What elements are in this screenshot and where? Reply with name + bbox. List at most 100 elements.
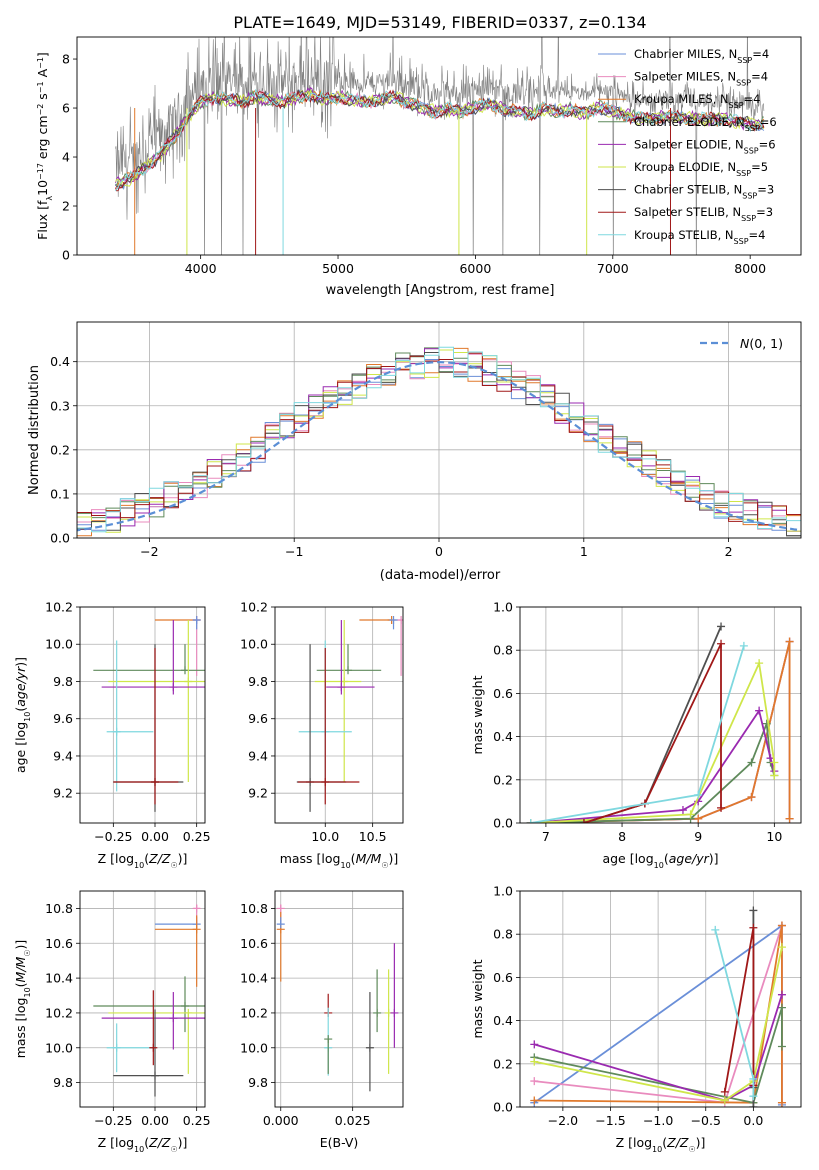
data-point: [112, 727, 121, 736]
data-point: [526, 819, 535, 823]
y-tick-label: 10.6: [240, 936, 268, 951]
gaussian-curve: [77, 360, 801, 532]
axes-frame: [79, 606, 206, 824]
axes-frame: [79, 890, 206, 1108]
y-tick-label: 0.6: [493, 686, 513, 701]
y-tick-label: 9.4: [53, 748, 73, 763]
data-point: [397, 616, 403, 625]
data-point: [530, 1057, 539, 1066]
x-tick-label: 7: [542, 829, 550, 844]
y-axis-label: age [log10(age/yr)]: [13, 657, 32, 773]
plot-area: [276, 904, 399, 1092]
y-axis-label: mass weight: [470, 675, 485, 754]
legend-entry: Kroupa ELODIE, NSSP=5: [634, 160, 768, 178]
series-line: [530, 641, 791, 823]
model-spectrum: [115, 89, 765, 192]
data-point: [365, 1043, 374, 1052]
x-tick-label: 4000: [185, 261, 217, 276]
y-tick-label: 9.6: [53, 711, 73, 726]
data-point: [785, 637, 794, 646]
x-tick-label: 0: [435, 544, 443, 559]
age-vs-metallicity-panel: −0.25 0.00 0.25 9.2 9.4 9.6 9.8 10.0 10.2 Z [log1…: [13, 600, 211, 870]
plot-area: [530, 906, 786, 1107]
data-point: [777, 921, 786, 930]
data-point: [777, 1042, 786, 1051]
series-line: [530, 645, 745, 823]
y-tick-label: 2: [62, 199, 70, 214]
y-tick-label: 0.0: [50, 531, 70, 546]
series-line: [723, 927, 755, 1093]
data-point: [390, 1008, 399, 1017]
x-axis-label: Z [log10(Z/Z☉)]: [616, 1135, 706, 1154]
x-tick-label: −2: [140, 544, 158, 559]
y-tick-label: 10.8: [240, 901, 268, 916]
plot-area: [93, 616, 205, 812]
legend-entry: Salpeter STELIB, NSSP=3: [634, 205, 773, 223]
data-point: [344, 666, 353, 675]
y-tick-label: 9.8: [248, 1075, 268, 1090]
axes-frame: [76, 36, 802, 256]
y-tick-label: 8: [62, 52, 70, 67]
y-tick-label: 10.2: [240, 600, 268, 615]
x-tick-label: 0.0: [743, 1113, 763, 1128]
y-tick-label: 10.0: [240, 1040, 268, 1055]
mass-vs-extinction-panel: 0.000 0.025 9.8 10.0 10.2 10.4 10.6 10.8 E(B-V): [240, 890, 404, 1150]
x-tick-label: −1: [285, 544, 303, 559]
spectrum-panel: 4000 5000 6000 7000 8000 0 2 4 6 8 wavelength [Ang…: [35, 36, 802, 298]
data-point: [777, 1098, 786, 1107]
data-point: [755, 706, 764, 715]
grid: [520, 606, 801, 824]
legend-entry: Chabrier ELODIE, NSSP=6: [634, 115, 777, 133]
series-line: [530, 641, 791, 823]
y-tick-label: 6: [62, 101, 70, 116]
y-tick-label: 0: [62, 248, 70, 263]
grid: [275, 606, 403, 823]
y-tick-label: 10.0: [240, 637, 268, 652]
y-tick-label: 9.4: [248, 748, 268, 763]
x-tick-label: 0.000: [263, 1113, 299, 1128]
data-point: [169, 1014, 178, 1023]
x-tick-label: 1: [580, 544, 588, 559]
y-tick-label: 0.4: [50, 354, 70, 369]
data-point: [530, 1040, 539, 1049]
data-point: [777, 943, 786, 952]
data-point: [749, 906, 758, 915]
data-point: [717, 803, 726, 812]
axes-frame: [274, 890, 404, 1108]
x-axis-label: E(B-V): [320, 1135, 359, 1150]
data-point: [717, 622, 726, 631]
histogram-series: [77, 346, 801, 537]
y-tick-label: 0.2: [493, 772, 513, 787]
x-tick-label: 0.00: [141, 1113, 169, 1128]
y-tick-label: 10.4: [240, 971, 268, 986]
y-tick-label: 9.8: [53, 1075, 73, 1090]
weight-vs-age-panel: 7 8 9 10 0.0 0.2 0.4 0.6 0.8 1.0 age [log10(age/yr…: [470, 600, 802, 870]
y-tick-label: 10.6: [45, 936, 73, 951]
data-point: [777, 990, 786, 999]
x-tick-label: −1.5: [595, 1113, 625, 1128]
x-tick-label: 6000: [459, 261, 491, 276]
series-line: [534, 1007, 783, 1104]
data-point: [324, 1035, 333, 1044]
grid: [80, 891, 205, 1107]
x-axis-label: Z [log10(Z/Z☉)]: [98, 1135, 188, 1154]
y-tick-label: 10.0: [45, 1040, 73, 1055]
data-point: [785, 814, 794, 823]
y-tick-label: 0.4: [493, 729, 513, 744]
x-tick-label: 8: [618, 829, 626, 844]
y-tick-label: 1.0: [493, 600, 513, 615]
x-tick-label: 0.00: [141, 829, 169, 844]
data-point: [184, 1008, 193, 1017]
data-point: [192, 925, 201, 934]
data-point: [762, 719, 771, 728]
plot-area: [296, 616, 403, 812]
series-line: [534, 994, 783, 1102]
series-line: [530, 723, 776, 823]
data-point: [192, 616, 201, 625]
data-point: [749, 1103, 758, 1107]
series-line: [530, 708, 776, 823]
y-tick-label: 10.2: [45, 600, 73, 615]
y-tick-label: 1.0: [493, 884, 513, 899]
x-tick-label: 0.025: [335, 1113, 371, 1128]
legend-entry: Kroupa MILES, NSSP=4: [634, 92, 760, 110]
